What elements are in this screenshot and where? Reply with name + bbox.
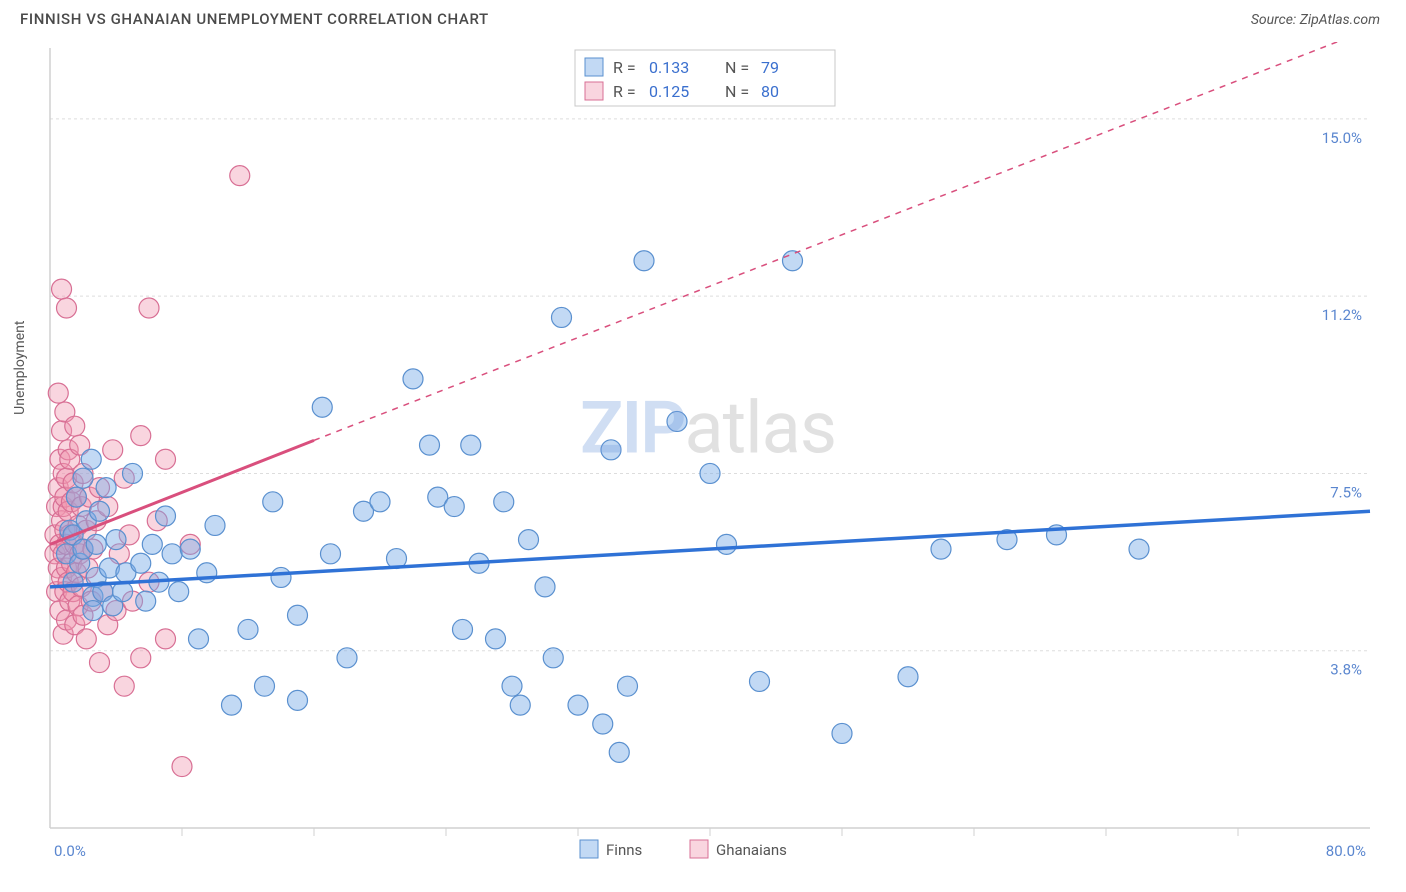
svg-text:11.2%: 11.2% <box>1322 306 1362 324</box>
svg-text:7.5%: 7.5% <box>1330 483 1362 501</box>
svg-text:0.0%: 0.0% <box>54 842 86 860</box>
svg-text:R =: R = <box>613 82 636 101</box>
svg-text:15.0%: 15.0% <box>1322 129 1362 147</box>
svg-text:79: 79 <box>761 58 779 77</box>
svg-text:80: 80 <box>761 82 779 101</box>
svg-text:Finns: Finns <box>606 841 642 859</box>
svg-text:R =: R = <box>613 58 636 77</box>
svg-text:80.0%: 80.0% <box>1326 842 1366 860</box>
svg-text:N =: N = <box>725 82 749 101</box>
chart-title: FINNISH VS GHANAIAN UNEMPLOYMENT CORRELA… <box>20 10 489 28</box>
svg-text:N =: N = <box>725 58 749 77</box>
y-axis-label: Unemployment <box>12 321 28 415</box>
svg-text:0.133: 0.133 <box>649 58 689 77</box>
svg-text:3.8%: 3.8% <box>1330 661 1362 679</box>
source-label: Source: ZipAtlas.com <box>1251 12 1380 28</box>
svg-text:Ghanaians: Ghanaians <box>716 841 787 859</box>
svg-text:0.125: 0.125 <box>649 82 689 101</box>
scatter-chart: 15.0% 11.2% 7.5% 3.8% 0.0% 80.0% R = 0.133 N = 79… <box>20 42 1396 882</box>
